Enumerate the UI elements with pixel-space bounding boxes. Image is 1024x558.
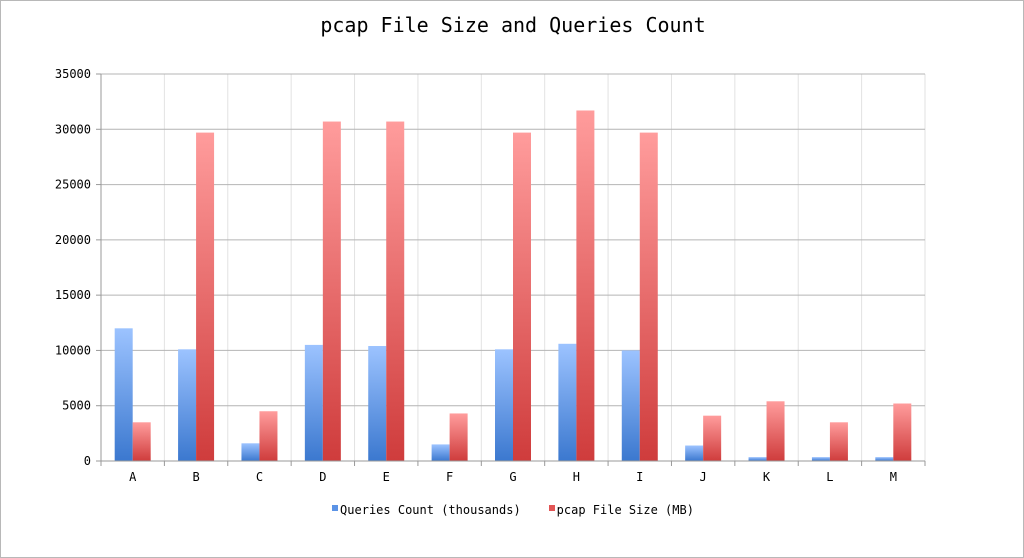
- bar-queries-count: [178, 349, 197, 461]
- legend: Queries Count (thousands) pcap File Size…: [1, 503, 1024, 517]
- y-tick-label: 5000: [62, 399, 91, 413]
- x-tick-label: J: [700, 470, 707, 484]
- chart-title: pcap File Size and Queries Count: [320, 13, 706, 37]
- x-tick-label: D: [319, 470, 326, 484]
- bar-pcap-file-size: [766, 401, 785, 461]
- x-tick-label: B: [192, 470, 199, 484]
- y-tick-label: 10000: [55, 343, 91, 357]
- bar-queries-count: [748, 457, 767, 461]
- bar-queries-count: [685, 445, 704, 461]
- y-tick-label: 30000: [55, 122, 91, 136]
- legend-label: pcap File Size (MB): [556, 503, 694, 517]
- bar-queries-count: [241, 443, 260, 461]
- bar-queries-count: [304, 344, 323, 461]
- y-tick-label: 15000: [55, 288, 91, 302]
- legend-swatch-blue: [332, 505, 339, 511]
- bar-pcap-file-size: [703, 415, 722, 461]
- plot-area: 0 5000 10000 15000 20000 25000 30000 35000 A B C D…: [55, 67, 926, 484]
- bar-queries-count: [114, 328, 133, 461]
- bar-queries-count: [621, 350, 640, 461]
- bar-queries-count: [495, 349, 513, 461]
- x-axis-tick-labels: A B C D E F G H I J K L M: [129, 470, 897, 484]
- x-tick-label: G: [509, 470, 516, 484]
- vertical-gridlines: [163, 74, 926, 461]
- x-tick-label: H: [573, 470, 580, 484]
- legend-item-queries: Queries Count (thousands): [332, 503, 521, 517]
- bar-pcap-file-size: [576, 110, 595, 461]
- axes: [96, 73, 926, 466]
- bar-pcap-file-size: [259, 411, 278, 461]
- bar-queries-count: [811, 457, 830, 461]
- x-tick-label: F: [446, 470, 453, 484]
- x-tick-label: E: [383, 470, 390, 484]
- x-tick-label: L: [826, 470, 833, 484]
- y-axis-tick-labels: 0 5000 10000 15000 20000 25000 30000 35000: [55, 67, 91, 468]
- x-tick-label: M: [890, 470, 897, 484]
- bar-pcap-file-size: [449, 413, 468, 461]
- y-tick-label: 25000: [55, 178, 91, 192]
- bar-pcap-file-size: [893, 403, 912, 461]
- bar-pcap-file-size: [639, 132, 658, 462]
- x-tick-label: C: [256, 470, 263, 484]
- bar-queries-count: [875, 457, 894, 461]
- bar-pcap-file-size: [829, 422, 848, 461]
- x-tick-label: K: [763, 470, 771, 484]
- bars: [114, 110, 912, 462]
- legend-label: Queries Count (thousands): [340, 503, 521, 517]
- bar-queries-count: [431, 444, 450, 461]
- x-tick-label: A: [129, 470, 137, 484]
- bar-pcap-file-size: [132, 422, 151, 461]
- bar-pcap-file-size: [386, 121, 405, 461]
- bar-queries-count: [558, 343, 577, 461]
- y-tick-label: 20000: [55, 233, 91, 247]
- legend-swatch-red: [548, 505, 555, 511]
- bar-pcap-file-size: [322, 121, 341, 461]
- y-tick-label: 35000: [55, 67, 91, 81]
- bar-pcap-file-size: [513, 132, 531, 462]
- y-tick-label: 0: [84, 454, 91, 468]
- legend-item-pcap-size: pcap File Size (MB): [548, 503, 694, 517]
- bar-queries-count: [368, 346, 387, 461]
- x-tick-label: I: [636, 470, 643, 484]
- bar-pcap-file-size: [196, 132, 215, 462]
